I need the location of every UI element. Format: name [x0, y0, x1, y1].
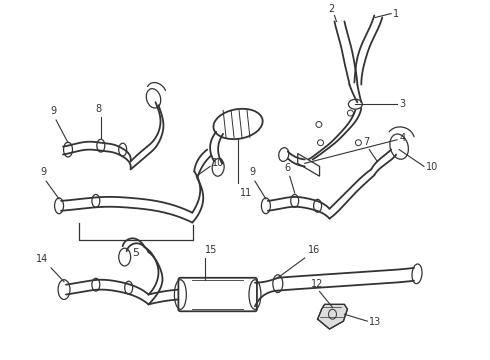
Text: 2: 2	[328, 4, 335, 14]
Text: 13: 13	[369, 317, 382, 327]
Text: 7: 7	[363, 137, 369, 147]
Polygon shape	[298, 154, 319, 176]
Text: 10: 10	[426, 162, 438, 172]
Text: 12: 12	[312, 279, 324, 289]
Text: 5: 5	[132, 248, 139, 258]
Text: 8: 8	[96, 104, 102, 114]
Text: 16: 16	[308, 245, 320, 255]
Text: 10: 10	[212, 158, 224, 168]
FancyBboxPatch shape	[178, 278, 257, 311]
Polygon shape	[318, 305, 347, 329]
Text: 4: 4	[399, 133, 405, 143]
Text: 15: 15	[205, 245, 218, 255]
Text: 14: 14	[36, 254, 48, 264]
Text: 9: 9	[50, 106, 56, 116]
Text: 1: 1	[393, 9, 399, 19]
Text: 9: 9	[249, 167, 255, 177]
Text: 11: 11	[240, 188, 252, 198]
Text: 9: 9	[40, 167, 46, 177]
Text: 3: 3	[399, 99, 405, 109]
Text: 6: 6	[285, 163, 291, 173]
